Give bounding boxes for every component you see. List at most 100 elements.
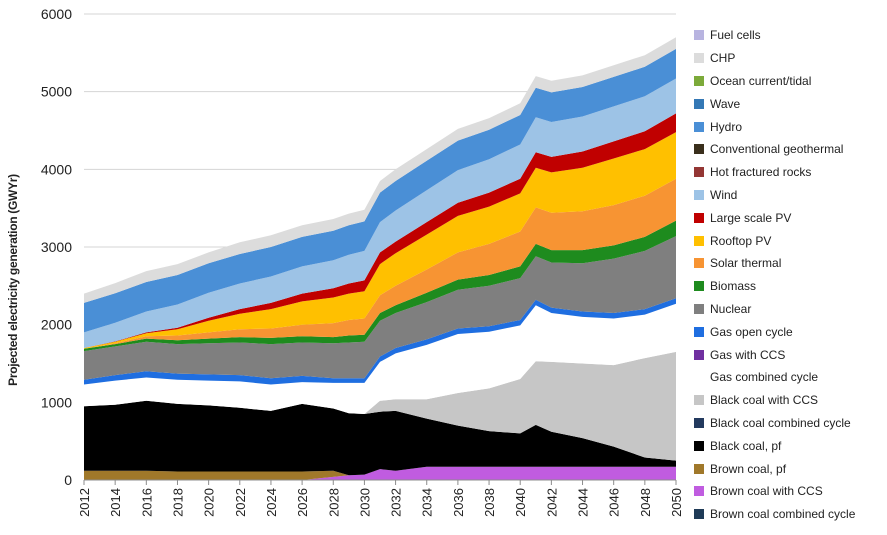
- legend-item-black-coal-combined-cycle: Black coal combined cycle: [694, 412, 886, 435]
- legend-item-gas-with-ccs: Gas with CCS: [694, 343, 886, 366]
- legend-item-wave: Wave: [694, 92, 886, 115]
- legend-label: Conventional geothermal: [710, 142, 844, 157]
- legend-swatch: [694, 167, 704, 178]
- area-rooftop-pv: [84, 132, 676, 349]
- legend-label: Gas combined cycle: [710, 370, 819, 385]
- legend-item-gas-combined-cycle: Gas combined cycle: [694, 366, 886, 389]
- legend-label: Biomass: [710, 279, 757, 294]
- y-tick-label: 6000: [41, 6, 72, 22]
- legend-label: Large scale PV: [710, 210, 792, 225]
- legend-item-brown-coal-pf: Brown coal, pf: [694, 457, 886, 480]
- legend-label: Fuel cells: [710, 28, 761, 43]
- legend-swatch: [694, 235, 704, 246]
- legend-item-wind: Wind: [694, 184, 886, 207]
- legend-label: Black coal combined cycle: [710, 415, 851, 430]
- legend-swatch: [694, 144, 704, 155]
- x-tick-label: 2030: [357, 488, 372, 517]
- area-black-coal-with-ccs: [84, 351, 676, 461]
- x-tick-label: 2026: [295, 488, 310, 517]
- y-tick-label: 0: [64, 472, 72, 488]
- x-tick-label: 2020: [202, 488, 217, 517]
- legend-label: Ocean current/tidal: [710, 73, 812, 88]
- x-tick-label: 2016: [139, 488, 154, 517]
- legend-swatch: [694, 509, 704, 520]
- x-tick-label: 2044: [576, 488, 591, 517]
- y-axis-label: Projected electricity generation (GWYr): [2, 174, 24, 386]
- area-large-scale-pv: [84, 113, 676, 349]
- stacked-areas: [84, 37, 676, 480]
- legend-item-nuclear: Nuclear: [694, 298, 886, 321]
- legend-swatch: [694, 395, 704, 406]
- x-tick-label: 2034: [420, 488, 435, 517]
- legend-label: Wave: [710, 96, 741, 111]
- legend-swatch: [694, 349, 704, 360]
- legend-swatch: [694, 53, 704, 64]
- x-tick-label: 2042: [544, 488, 559, 517]
- y-tick-label: 5000: [41, 84, 72, 100]
- legend-item-conventional-geothermal: Conventional geothermal: [694, 138, 886, 161]
- legend-item-brown-coal-with-ccs: Brown coal with CCS: [694, 480, 886, 503]
- legend-item-large-scale-pv: Large scale PV: [694, 206, 886, 229]
- legend-label: Brown coal, pf: [710, 461, 787, 476]
- legend-label: Nuclear: [710, 301, 752, 316]
- y-tick-label: 1000: [41, 394, 72, 410]
- legend-item-fuel-cells: Fuel cells: [694, 24, 886, 47]
- area-gas-open-cycle: [84, 298, 676, 385]
- legend-label: Brown coal with CCS: [710, 484, 823, 499]
- legend-swatch: [694, 98, 704, 109]
- area-wind: [84, 78, 676, 348]
- legend-item-gas-open-cycle: Gas open cycle: [694, 320, 886, 343]
- legend-item-black-coal-with-ccs: Black coal with CCS: [694, 389, 886, 412]
- legend-swatch: [694, 189, 704, 200]
- legend-label: Gas open cycle: [710, 324, 793, 339]
- legend-swatch: [694, 326, 704, 337]
- y-tick-label: 4000: [41, 161, 72, 177]
- x-tick-label: 2018: [170, 488, 185, 517]
- x-tick-label: 2024: [264, 488, 279, 517]
- legend-label: Rooftop PV: [710, 233, 772, 248]
- x-tick-label: 2038: [482, 488, 497, 517]
- legend-item-ocean-current-tidal: Ocean current/tidal: [694, 70, 886, 93]
- legend-swatch: [694, 440, 704, 451]
- legend-swatch: [694, 30, 704, 41]
- legend-swatch: [694, 303, 704, 314]
- x-tick-label: 2050: [669, 488, 684, 517]
- legend-label: Hot fractured rocks: [710, 165, 812, 180]
- legend-swatch: [694, 212, 704, 223]
- legend-label: Black coal, pf: [710, 438, 782, 453]
- legend-label: Hydro: [710, 119, 743, 134]
- area-black-coal-pf: [84, 400, 676, 476]
- legend-swatch: [694, 75, 704, 86]
- legend-swatch: [694, 258, 704, 269]
- axes: 0 1000 2000 3000 4000 5000 6000 2012 2014 2016 201…: [41, 6, 684, 517]
- area-gas-combined-cycle: [84, 303, 676, 414]
- area-hydro: [84, 48, 676, 333]
- legend-item-black-coal-pf: Black coal, pf: [694, 434, 886, 457]
- area-solar-thermal: [84, 178, 676, 349]
- x-tick-label: 2046: [607, 488, 622, 517]
- legend-swatch: [694, 463, 704, 474]
- area-brown-coal-with-ccs: [84, 466, 676, 480]
- area-chp: [84, 37, 676, 303]
- x-tick-label: 2036: [451, 488, 466, 517]
- legend-swatch: [694, 281, 704, 292]
- legend-item-chp: CHP: [694, 47, 886, 70]
- legend-label: Brown coal combined cycle: [710, 507, 856, 522]
- legend-swatch: [694, 486, 704, 497]
- legend-swatch: [694, 121, 704, 132]
- x-tick-label: 2014: [108, 488, 123, 517]
- x-tick-label: 2028: [326, 488, 341, 517]
- legend-item-hydro: Hydro: [694, 115, 886, 138]
- y-axis-label-text: Projected electricity generation (GWYr): [6, 174, 20, 386]
- legend-item-solar-thermal: Solar thermal: [694, 252, 886, 275]
- x-tick-label: 2040: [513, 488, 528, 517]
- legend-swatch: [694, 417, 704, 428]
- y-tick-label: 2000: [41, 317, 72, 333]
- legend-label: CHP: [710, 51, 736, 66]
- area-nuclear: [84, 236, 676, 380]
- legend-label: Black coal with CCS: [710, 393, 819, 408]
- x-tick-label: 2022: [233, 488, 248, 517]
- x-tick-label: 2012: [77, 488, 92, 517]
- legend-label: Gas with CCS: [710, 347, 786, 362]
